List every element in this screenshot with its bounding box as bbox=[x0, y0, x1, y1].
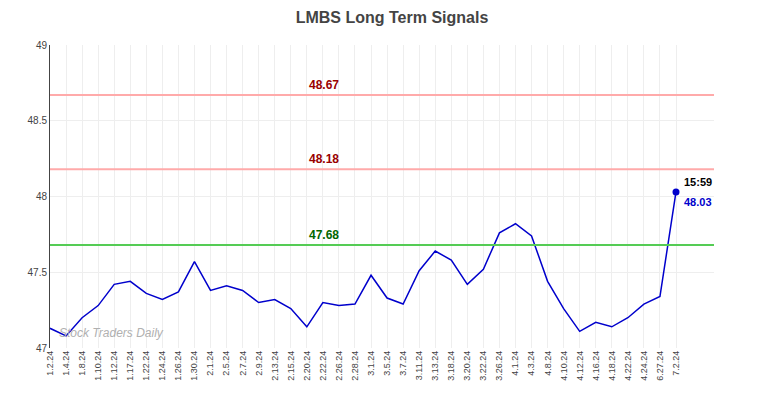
svg-text:2.28.24: 2.28.24 bbox=[350, 351, 360, 381]
svg-text:1.24.24: 1.24.24 bbox=[157, 351, 167, 381]
svg-text:6.27.24: 6.27.24 bbox=[655, 351, 665, 381]
svg-text:2.20.24: 2.20.24 bbox=[302, 351, 312, 381]
svg-text:4.1.24: 4.1.24 bbox=[510, 351, 520, 376]
svg-text:3.22.24: 3.22.24 bbox=[478, 351, 488, 381]
svg-text:4.24.24: 4.24.24 bbox=[639, 351, 649, 381]
svg-text:LMBS Long Term Signals: LMBS Long Term Signals bbox=[296, 9, 489, 26]
svg-text:4.8.24: 4.8.24 bbox=[543, 351, 553, 376]
svg-text:1.22.24: 1.22.24 bbox=[141, 351, 151, 381]
svg-text:2.15.24: 2.15.24 bbox=[286, 351, 296, 381]
svg-text:4.22.24: 4.22.24 bbox=[623, 351, 633, 381]
svg-text:47.68: 47.68 bbox=[309, 228, 339, 242]
svg-text:48.18: 48.18 bbox=[309, 152, 339, 166]
svg-text:4.18.24: 4.18.24 bbox=[607, 351, 617, 381]
svg-text:2.5.24: 2.5.24 bbox=[221, 351, 231, 376]
svg-text:49: 49 bbox=[36, 40, 48, 51]
svg-text:1.8.24: 1.8.24 bbox=[77, 351, 87, 376]
svg-text:47.5: 47.5 bbox=[28, 267, 48, 278]
svg-text:3.26.24: 3.26.24 bbox=[494, 351, 504, 381]
svg-text:Stock Traders Daily: Stock Traders Daily bbox=[59, 326, 164, 340]
svg-text:4.12.24: 4.12.24 bbox=[575, 351, 585, 381]
svg-text:3.13.24: 3.13.24 bbox=[430, 351, 440, 381]
svg-text:3.1.24: 3.1.24 bbox=[366, 351, 376, 376]
svg-text:1.4.24: 1.4.24 bbox=[61, 351, 71, 376]
svg-text:2.1.24: 2.1.24 bbox=[205, 351, 215, 376]
svg-text:1.10.24: 1.10.24 bbox=[93, 351, 103, 381]
svg-text:3.5.24: 3.5.24 bbox=[382, 351, 392, 376]
svg-text:1.17.24: 1.17.24 bbox=[125, 351, 135, 381]
svg-text:7.2.24: 7.2.24 bbox=[671, 351, 681, 376]
svg-text:48.67: 48.67 bbox=[309, 78, 339, 92]
svg-text:3.20.24: 3.20.24 bbox=[462, 351, 472, 381]
svg-text:4.10.24: 4.10.24 bbox=[559, 351, 569, 381]
svg-text:1.26.24: 1.26.24 bbox=[173, 351, 183, 381]
svg-text:15:59: 15:59 bbox=[684, 176, 712, 188]
svg-text:3.18.24: 3.18.24 bbox=[446, 351, 456, 381]
svg-text:3.11.24: 3.11.24 bbox=[414, 351, 424, 380]
svg-text:4.16.24: 4.16.24 bbox=[591, 351, 601, 381]
svg-text:48: 48 bbox=[36, 191, 48, 202]
svg-text:1.2.24: 1.2.24 bbox=[45, 351, 55, 376]
svg-text:3.7.24: 3.7.24 bbox=[398, 351, 408, 376]
svg-text:47: 47 bbox=[36, 343, 48, 354]
svg-text:48.03: 48.03 bbox=[684, 196, 712, 208]
svg-text:2.26.24: 2.26.24 bbox=[334, 351, 344, 381]
svg-text:1.30.24: 1.30.24 bbox=[189, 351, 199, 381]
svg-text:2.7.24: 2.7.24 bbox=[238, 351, 248, 376]
svg-text:1.12.24: 1.12.24 bbox=[109, 351, 119, 381]
svg-text:2.9.24: 2.9.24 bbox=[254, 351, 264, 376]
svg-text:48.5: 48.5 bbox=[28, 115, 48, 126]
svg-text:2.13.24: 2.13.24 bbox=[270, 351, 280, 381]
svg-text:4.3.24: 4.3.24 bbox=[526, 351, 536, 376]
svg-text:2.22.24: 2.22.24 bbox=[318, 351, 328, 381]
